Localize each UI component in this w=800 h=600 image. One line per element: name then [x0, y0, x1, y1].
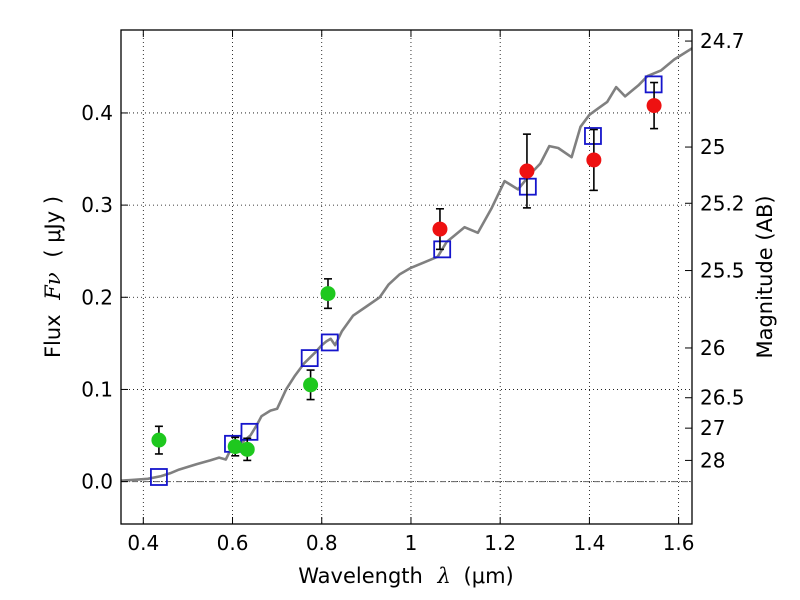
model-square-point	[518, 177, 537, 196]
y2-tick-label: 26	[700, 336, 725, 360]
x-tick-label: 0.8	[306, 531, 338, 555]
observed-point	[432, 221, 448, 237]
observed-point	[239, 441, 255, 457]
y2-tick-label: 25.2	[700, 191, 745, 215]
y2-tick-label: 24.7	[700, 29, 745, 53]
y2-axis-label: Magnitude (AB)	[753, 195, 777, 358]
y2-tick-label: 28	[700, 448, 725, 472]
observed-point	[303, 377, 319, 393]
y-axis-unit: ( μJy )	[41, 196, 65, 258]
y2-tick-label: 27	[700, 416, 725, 440]
x-tick-label: 1	[405, 531, 418, 555]
y-axis-symbol: Fν	[41, 272, 65, 301]
axis-ticks: 0.4 0.6 0.8 1 1.2 1.4 1.6 0.0 0.1 0.2 0.3 0.4 24.7 25…	[81, 29, 744, 555]
y2-tick-label: 25.5	[700, 259, 745, 283]
y2-tick-label: 26.5	[700, 386, 745, 410]
x-axis-unit: (μm)	[464, 564, 514, 588]
plot-area: 0.4 0.6 0.8 1 1.2 1.4 1.6 0.0 0.1 0.2 0.3 0.4 24.7 25…	[81, 29, 744, 555]
x-tick-label: 1.6	[663, 531, 695, 555]
observed-point	[227, 439, 243, 455]
observed-point	[586, 152, 602, 168]
x-tick-label: 1.4	[573, 531, 605, 555]
x-tick-label: 0.4	[127, 531, 159, 555]
model-square-point	[150, 468, 168, 486]
plot-frame	[120, 29, 693, 525]
y-axis-label-text: Flux	[41, 314, 65, 358]
y-tick-label: 0.2	[81, 285, 113, 309]
y-tick-label: 0.0	[81, 470, 113, 494]
model-spectrum	[121, 47, 692, 482]
x-axis-label: Wavelength λ (μm)	[298, 564, 513, 588]
observed-point	[151, 432, 167, 448]
model-square-point	[584, 127, 602, 145]
model-square-point	[300, 349, 319, 368]
y2-tick-label: 25	[700, 135, 725, 159]
y-tick-label: 0.1	[81, 377, 113, 401]
observed-point	[320, 286, 336, 302]
x-axis-symbol: λ	[437, 564, 451, 588]
x-tick-label: 0.6	[217, 531, 249, 555]
y-tick-label: 0.4	[81, 101, 113, 125]
data-points	[150, 75, 663, 486]
model-square-point	[433, 240, 452, 259]
model-square-point	[240, 422, 259, 441]
y-tick-label: 0.3	[81, 193, 113, 217]
observed-point	[519, 163, 535, 179]
spectrum-line	[121, 47, 692, 482]
model-square-point	[320, 333, 339, 352]
y-axis-label: Flux Fν ( μJy )	[41, 196, 65, 358]
observed-point	[646, 98, 662, 114]
x-tick-label: 1.2	[484, 531, 516, 555]
x-axis-label-text: Wavelength	[298, 564, 423, 588]
